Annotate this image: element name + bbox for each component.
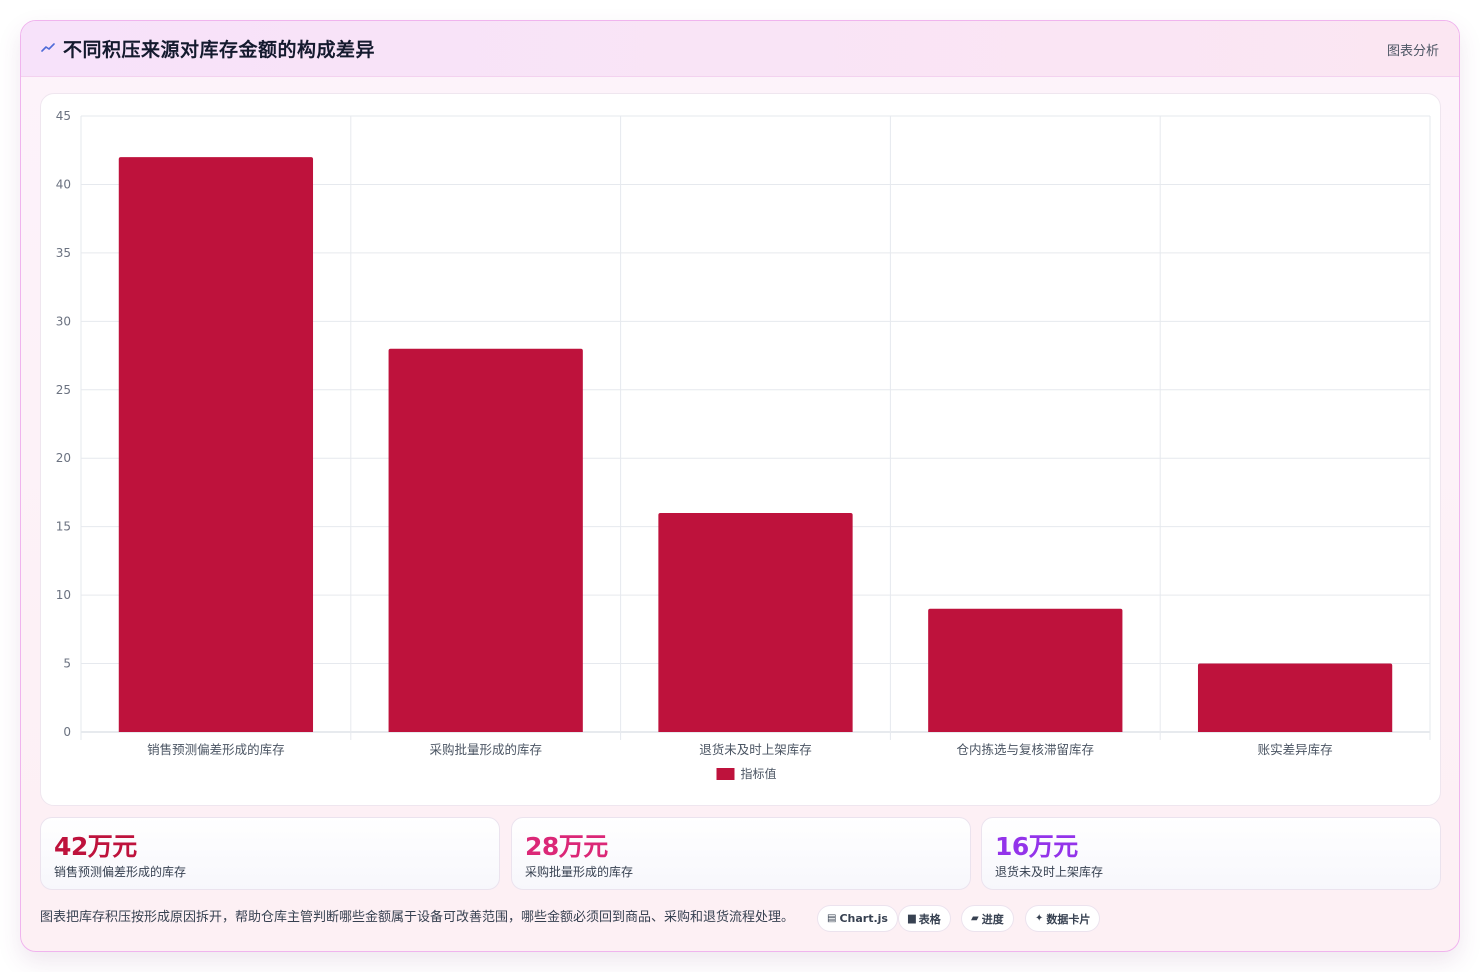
bar xyxy=(388,348,583,732)
y-tick-label: 40 xyxy=(56,177,71,191)
x-tick-label: 仓内拣选与复核滞留库存 xyxy=(957,742,1095,757)
bar xyxy=(658,512,853,732)
y-tick-label: 35 xyxy=(56,246,71,260)
chip-label: Chart.js xyxy=(839,912,888,925)
stat-label: 采购批量形成的库存 xyxy=(525,865,634,879)
x-tick-label: 账实差异库存 xyxy=(1258,742,1333,757)
stat-card-3: 16万元 退货未及时上架库存 xyxy=(981,817,1441,890)
bar xyxy=(1197,663,1393,732)
chip-chartjs[interactable]: ▤ Chart.js xyxy=(817,905,898,932)
chart-title: 不同积压来源对库存金额的构成差异 xyxy=(63,39,376,61)
stat-card-2: 28万元 采购批量形成的库存 xyxy=(511,817,971,890)
stat-value: 28万元 xyxy=(525,832,608,861)
chart-icon: ▤ xyxy=(827,913,837,924)
stat-card-1: 42万元 销售预测偏差形成的库存 xyxy=(40,817,500,890)
table-icon: ▆ xyxy=(908,913,916,924)
x-tick-label: 销售预测偏差形成的库存 xyxy=(147,742,285,757)
y-tick-label: 0 xyxy=(63,725,71,739)
chip-data-card[interactable]: ✦ 数据卡片 xyxy=(1025,905,1101,932)
y-tick-label: 25 xyxy=(56,383,71,397)
legend-label: 指标值 xyxy=(741,766,777,781)
chart-card: 不同积压来源对库存金额的构成差异 图表分析 0 5 10 15 20 25 30 35 40 45… xyxy=(20,20,1460,952)
chip-label: 表格 xyxy=(918,912,941,926)
chart-panel: 0 5 10 15 20 25 30 35 40 45 销售预测偏差形成的库存 采购批量形成的库存 退货… xyxy=(40,93,1441,806)
bar-chart: 0 5 10 15 20 25 30 35 40 45 销售预测偏差形成的库存 采购批量形成的库存 退货… xyxy=(56,109,1431,781)
card-header: 不同积压来源对库存金额的构成差异 图表分析 xyxy=(21,21,1459,77)
stat-label: 销售预测偏差形成的库存 xyxy=(54,865,187,879)
bar xyxy=(118,157,314,733)
y-tick-label: 30 xyxy=(56,314,71,328)
sparkle-icon: ✦ xyxy=(1035,913,1044,924)
y-tick-label: 10 xyxy=(56,588,71,602)
x-tick-label: 退货未及时上架库存 xyxy=(699,742,812,757)
x-tick-label: 采购批量形成的库存 xyxy=(429,742,542,757)
chart-analysis-tag: 图表分析 xyxy=(1386,44,1439,59)
chip-label: 进度 xyxy=(981,912,1004,926)
y-tick-label: 45 xyxy=(56,109,71,123)
progress-icon: ▰ xyxy=(971,913,979,924)
chip-progress[interactable]: ▰ 进度 xyxy=(961,905,1014,932)
bar xyxy=(928,608,1123,732)
stat-value: 42万元 xyxy=(54,832,137,861)
y-tick-label: 15 xyxy=(56,520,71,534)
stat-value: 16万元 xyxy=(995,832,1078,861)
chart-description: 图表把库存积压按形成原因拆开，帮助仓库主管判断哪些金额属于设备可改善范围，哪些金… xyxy=(40,910,795,925)
y-tick-label: 20 xyxy=(56,451,71,465)
y-tick-label: 5 xyxy=(63,657,71,671)
stat-label: 退货未及时上架库存 xyxy=(995,865,1104,879)
chip-table[interactable]: ▆ 表格 xyxy=(898,905,951,932)
trend-icon xyxy=(41,43,55,52)
chip-label: 数据卡片 xyxy=(1046,912,1091,926)
legend-swatch xyxy=(716,768,735,780)
